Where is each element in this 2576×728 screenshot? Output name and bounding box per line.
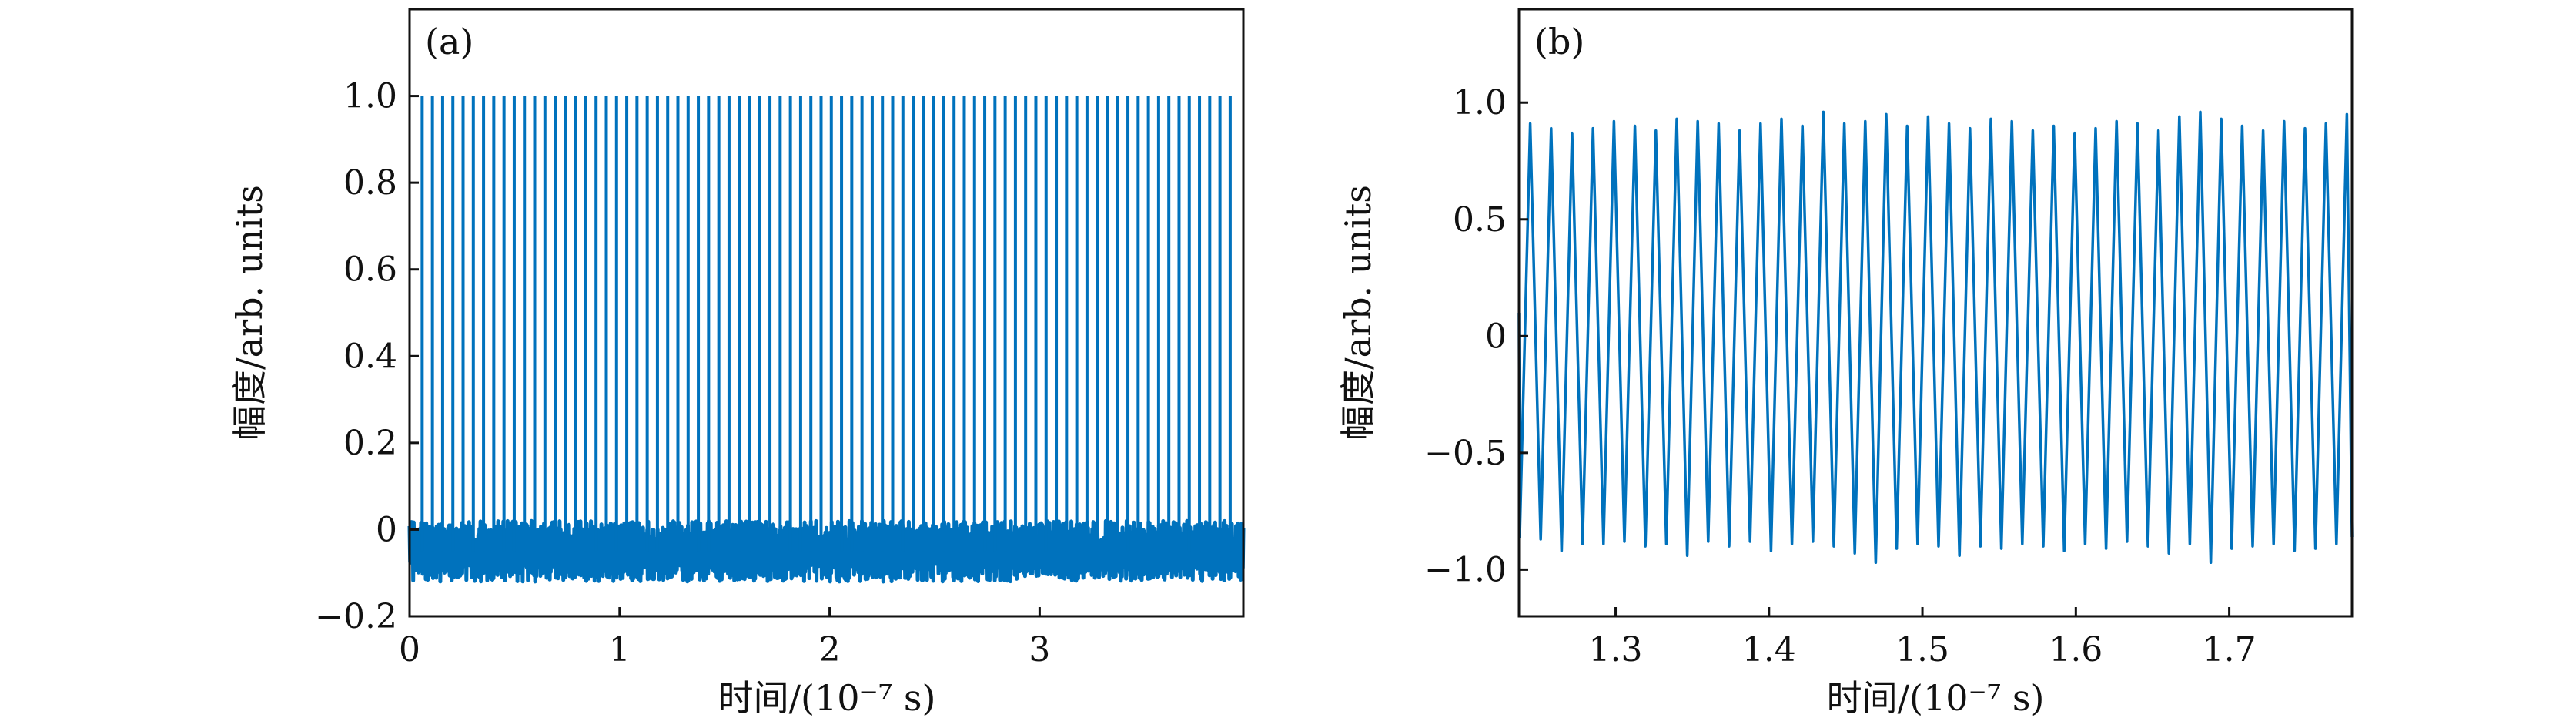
x-axis-title-b: 时间/(10⁻⁷ s) — [1827, 677, 2045, 719]
y-tick-label: 1.0 — [343, 77, 397, 116]
y-axis-title-a: 幅度/arb. units — [229, 185, 270, 441]
x-axis-b: 1.3 1.4 1.5 1.6 1.7 — [1589, 607, 2257, 669]
x-tick-label: 1 — [609, 630, 631, 669]
y-tick-label: 0.4 — [343, 337, 397, 376]
plot-frame-b — [1517, 8, 2354, 618]
y-tick-label: 0 — [376, 510, 397, 549]
plot-area-b — [1517, 110, 2354, 565]
x-axis-a: 0 1 2 3 — [399, 607, 1050, 669]
y-tick-label: −0.5 — [1424, 434, 1507, 473]
chart-panel-b: (b) −1.0 −0.5 0 0.5 1.0 1.3 1.4 1.5 1.6 1.7 幅度/a… — [1337, 8, 2354, 719]
x-axis-title-a: 时间/(10⁻⁷ s) — [718, 677, 936, 719]
y-tick-label: 0 — [1485, 317, 1507, 356]
y-tick-label: 0.8 — [343, 163, 397, 203]
x-tick-label: 0 — [399, 630, 420, 669]
y-axis-title-b: 幅度/arb. units — [1337, 185, 1379, 441]
x-tick-label: 1.6 — [2049, 630, 2103, 669]
x-tick-label: 3 — [1029, 630, 1050, 669]
plot-frame-a — [408, 8, 1245, 618]
x-tick-label: 1.3 — [1589, 630, 1643, 669]
panel-label-b: (b) — [1534, 21, 1584, 62]
x-tick-label: 1.4 — [1742, 630, 1796, 669]
y-tick-label: −1.0 — [1424, 550, 1507, 589]
x-tick-label: 1.7 — [2203, 630, 2257, 669]
y-axis-a: −0.2 0 0.2 0.4 0.6 0.8 1.0 — [315, 77, 419, 636]
x-tick-label: 2 — [819, 630, 841, 669]
series-oscillation — [1517, 110, 2354, 565]
y-tick-label: 0.2 — [343, 424, 397, 463]
y-tick-label: 0.5 — [1453, 200, 1507, 240]
y-axis-b: −1.0 −0.5 0 0.5 1.0 — [1424, 83, 1528, 589]
series-noise-floor — [407, 518, 1246, 584]
plot-area-a — [407, 96, 1246, 584]
panel-label-a: (a) — [425, 21, 473, 62]
y-tick-label: 1.0 — [1453, 83, 1507, 122]
y-tick-label: 0.6 — [343, 250, 397, 290]
y-tick-label: −0.2 — [315, 597, 397, 636]
x-tick-label: 1.5 — [1895, 630, 1949, 669]
